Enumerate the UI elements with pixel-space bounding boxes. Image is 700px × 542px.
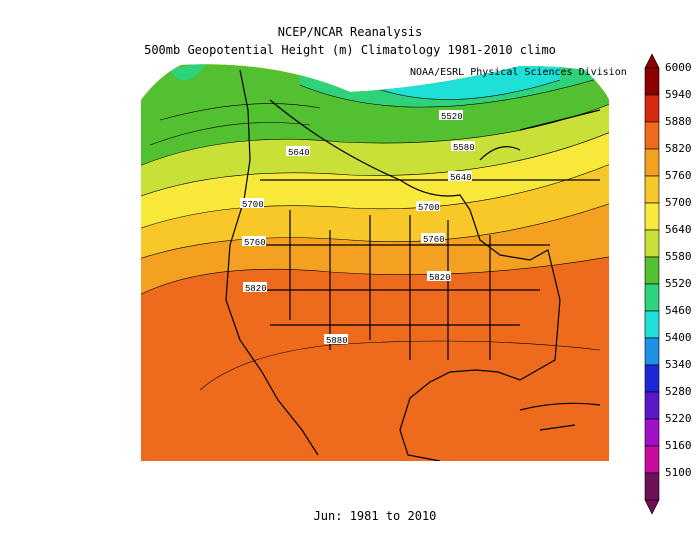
colorbar-cell: [644, 121, 660, 150]
colorbar-cell: [644, 337, 660, 366]
colorbar-cell: [644, 256, 660, 285]
svg-text:5760: 5760: [423, 235, 445, 245]
colorbar-cell: [644, 445, 660, 474]
contour-lines: [141, 71, 609, 391]
colorbar-tick-label: 5520: [665, 277, 692, 290]
svg-text:5700: 5700: [418, 203, 440, 213]
colorbar-cell: [644, 472, 660, 501]
colorbar-cell: [644, 175, 660, 204]
svg-text:5880: 5880: [326, 336, 348, 346]
contour-label: 5700: [240, 198, 264, 210]
chart-title: NCEP/NCAR Reanalysis: [277, 25, 423, 39]
colorbar-cell: [644, 229, 660, 258]
contour-label: 5760: [242, 236, 266, 248]
colorbar-cell: [644, 418, 660, 447]
colorbar-tick-label: 5340: [665, 358, 692, 371]
colorbar-tick-label: 5820: [665, 142, 692, 155]
svg-text:5820: 5820: [245, 284, 267, 294]
svg-text:5820: 5820: [429, 273, 451, 283]
band-5520-west: [170, 64, 210, 81]
colorbar-tick-label: 5880: [665, 115, 692, 128]
colorbar-tick-label: 5700: [665, 196, 692, 209]
svg-text:5640: 5640: [450, 173, 472, 183]
colorbar-tick-label: 5940: [665, 88, 692, 101]
colorbar-cell: [644, 364, 660, 393]
contour-label: 5520: [439, 110, 463, 122]
svg-text:5520: 5520: [441, 112, 463, 122]
colorbar-cell: [644, 202, 660, 231]
colorbar-tick-label: 5760: [665, 169, 692, 182]
colorbar-tick-label: 5580: [665, 250, 692, 263]
colorbar-tick-label: 5100: [665, 466, 692, 479]
colorbar-cell: [644, 148, 660, 177]
colorbar-tick-label: 6000: [665, 61, 692, 74]
svg-text:5700: 5700: [242, 200, 264, 210]
contour-label: 5880: [324, 334, 348, 346]
colorbar-cell: [644, 310, 660, 339]
contour-label: 5760: [421, 233, 445, 245]
colorbar-tick-label: 5280: [665, 385, 692, 398]
contour-label: 5640: [286, 146, 310, 158]
colorbar-tick-label: 5160: [665, 439, 692, 452]
colorbar-arrow-bottom: [644, 499, 660, 515]
credit-text: NOAA/ESRL Physical Sciences Division: [410, 67, 627, 78]
colorbar-tick-label: 5400: [665, 331, 692, 344]
colorbar-cell: [644, 67, 660, 96]
colorbar-cell: [644, 283, 660, 312]
colorbar-cell: [644, 94, 660, 123]
colorbar-cell: [644, 391, 660, 420]
colorbar-tick-label: 5220: [665, 412, 692, 425]
contour-labels: 5520 5580 5640 5640 5700 5700 5760 5760 …: [240, 110, 475, 346]
svg-text:5760: 5760: [244, 238, 266, 248]
colorbar-tick-label: 5640: [665, 223, 692, 236]
band-5880-south: [196, 341, 609, 461]
contour-label: 5580: [451, 141, 475, 153]
colorbar-arrow-top: [644, 53, 660, 69]
colorbar-tick-label: 5460: [665, 304, 692, 317]
contour-label: 5700: [416, 201, 440, 213]
svg-text:5580: 5580: [453, 143, 475, 153]
contour-label: 5640: [448, 171, 472, 183]
period-label: Jun: 1981 to 2010: [313, 509, 437, 523]
contour-label: 5820: [427, 271, 451, 283]
contour-label: 5820: [243, 282, 267, 294]
chart-subtitle: 500mb Geopotential Height (m) Climatolog…: [144, 43, 556, 57]
boundaries: [225, 69, 601, 461]
svg-text:5640: 5640: [288, 148, 310, 158]
